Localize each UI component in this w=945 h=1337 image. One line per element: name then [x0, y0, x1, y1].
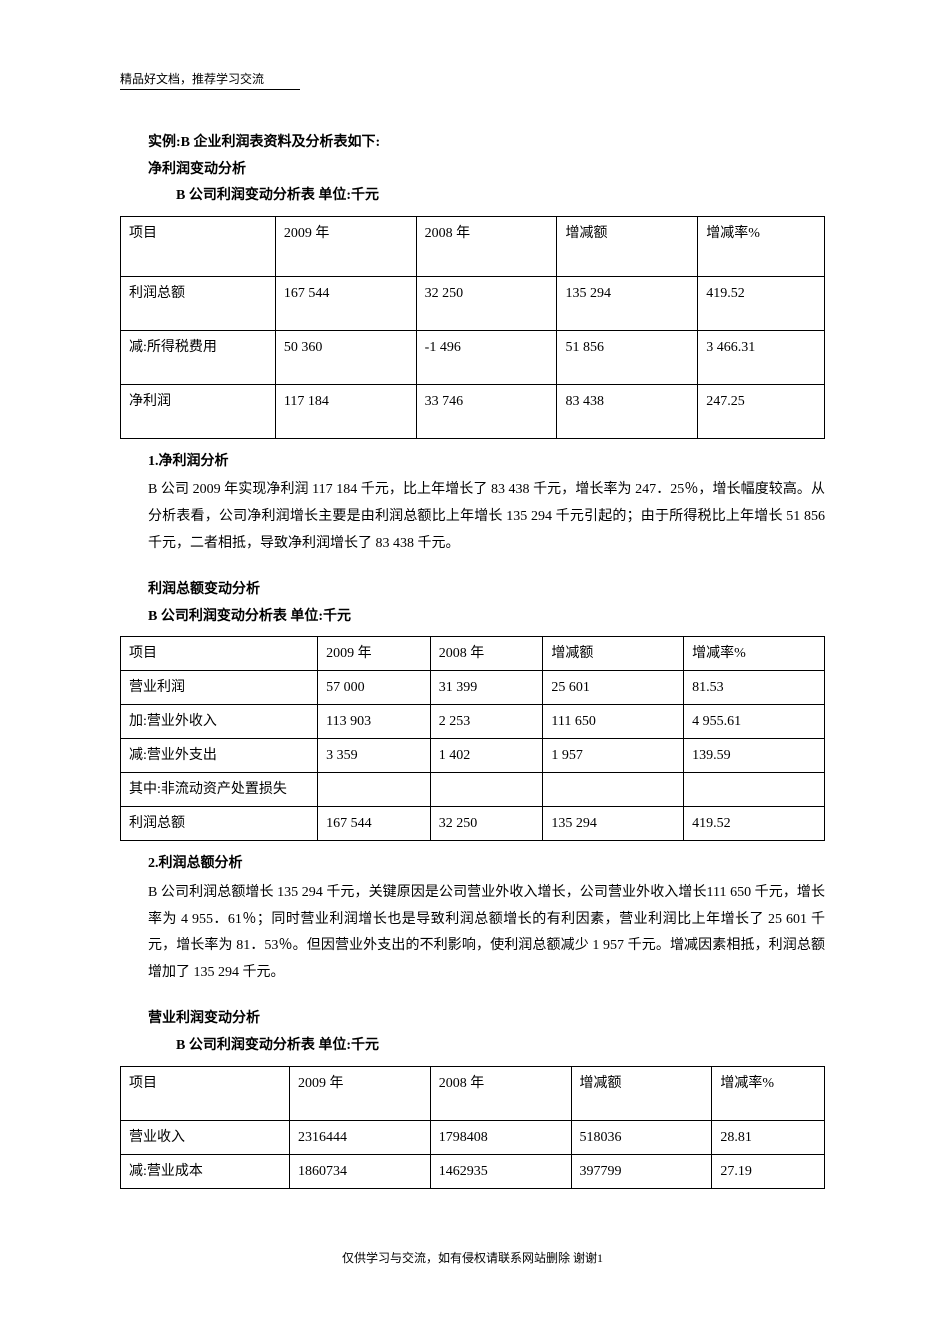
cell: 419.52 — [698, 276, 825, 330]
cell — [543, 773, 684, 807]
cell: 518036 — [571, 1120, 712, 1154]
cell: 1 402 — [430, 739, 543, 773]
doc-header: 精品好文档，推荐学习交流 — [120, 70, 300, 90]
cell: 减:营业成本 — [121, 1154, 290, 1188]
table-operating-profit: 项目 2009 年 2008 年 增减额 增减率% 营业收入 2316444 1… — [120, 1066, 825, 1189]
cell: 31 399 — [430, 671, 543, 705]
section2-title: 利润总额变动分析 — [148, 577, 825, 604]
cell: 利润总额 — [121, 276, 276, 330]
cell: 1860734 — [289, 1154, 430, 1188]
cell: 33 746 — [416, 384, 557, 438]
document-page: 精品好文档，推荐学习交流 实例:B 企业利润表资料及分析表如下: 净利润变动分析… — [0, 0, 945, 1306]
analysis1-body: B 公司 2009 年实现净利润 117 184 千元，比上年增长了 83 43… — [148, 477, 825, 557]
cell: 57 000 — [318, 671, 431, 705]
cell: 117 184 — [275, 384, 416, 438]
cell: 2 253 — [430, 705, 543, 739]
table-header-row: 项目 2009 年 2008 年 增减额 增减率% — [121, 637, 825, 671]
cell: -1 496 — [416, 330, 557, 384]
cell: 25 601 — [543, 671, 684, 705]
cell — [318, 773, 431, 807]
cell: 其中:非流动资产处置损失 — [121, 773, 318, 807]
cell: 1 957 — [543, 739, 684, 773]
col-header: 增减额 — [543, 637, 684, 671]
table-total-profit: 项目 2009 年 2008 年 增减额 增减率% 营业利润 57 000 31… — [120, 636, 825, 841]
cell: 减:营业外支出 — [121, 739, 318, 773]
cell: 167 544 — [318, 807, 431, 841]
col-header: 项目 — [121, 216, 276, 276]
col-header: 增减率% — [698, 216, 825, 276]
col-header: 项目 — [121, 637, 318, 671]
table-row: 减:营业外支出 3 359 1 402 1 957 139.59 — [121, 739, 825, 773]
cell: 32 250 — [430, 807, 543, 841]
intro-line: 实例:B 企业利润表资料及分析表如下: — [148, 130, 825, 157]
table2-caption: B 公司利润变动分析表 单位:千元 — [148, 604, 825, 631]
table3-caption: B 公司利润变动分析表 单位:千元 — [176, 1033, 825, 1060]
cell: 加:营业外收入 — [121, 705, 318, 739]
cell: 净利润 — [121, 384, 276, 438]
table-row: 加:营业外收入 113 903 2 253 111 650 4 955.61 — [121, 705, 825, 739]
table-row: 营业利润 57 000 31 399 25 601 81.53 — [121, 671, 825, 705]
section3-title: 营业利润变动分析 — [148, 1006, 825, 1033]
table-row: 营业收入 2316444 1798408 518036 28.81 — [121, 1120, 825, 1154]
col-header: 增减率% — [684, 637, 825, 671]
table-row: 利润总额 167 544 32 250 135 294 419.52 — [121, 807, 825, 841]
cell — [684, 773, 825, 807]
col-header: 增减额 — [571, 1066, 712, 1120]
col-header: 2008 年 — [430, 1066, 571, 1120]
cell: 83 438 — [557, 384, 698, 438]
cell: 3 466.31 — [698, 330, 825, 384]
cell: 利润总额 — [121, 807, 318, 841]
col-header: 2008 年 — [416, 216, 557, 276]
cell: 419.52 — [684, 807, 825, 841]
cell: 营业收入 — [121, 1120, 290, 1154]
cell: 1462935 — [430, 1154, 571, 1188]
cell: 2316444 — [289, 1120, 430, 1154]
col-header: 2009 年 — [318, 637, 431, 671]
table-header-row: 项目 2009 年 2008 年 增减额 增减率% — [121, 1066, 825, 1120]
col-header: 项目 — [121, 1066, 290, 1120]
section1-title: 净利润变动分析 — [148, 157, 825, 184]
col-header: 2009 年 — [289, 1066, 430, 1120]
cell: 减:所得税费用 — [121, 330, 276, 384]
table-row: 减:所得税费用 50 360 -1 496 51 856 3 466.31 — [121, 330, 825, 384]
cell: 28.81 — [712, 1120, 825, 1154]
table-row: 其中:非流动资产处置损失 — [121, 773, 825, 807]
cell: 111 650 — [543, 705, 684, 739]
cell: 397799 — [571, 1154, 712, 1188]
cell: 营业利润 — [121, 671, 318, 705]
cell: 81.53 — [684, 671, 825, 705]
cell: 135 294 — [543, 807, 684, 841]
cell — [430, 773, 543, 807]
cell: 167 544 — [275, 276, 416, 330]
cell: 113 903 — [318, 705, 431, 739]
table1-caption: B 公司利润变动分析表 单位:千元 — [176, 183, 825, 210]
cell: 32 250 — [416, 276, 557, 330]
table-row: 减:营业成本 1860734 1462935 397799 27.19 — [121, 1154, 825, 1188]
analysis2-heading: 2.利润总额分析 — [148, 851, 825, 878]
analysis2-body: B 公司利润总额增长 135 294 千元，关键原因是公司营业外收入增长，公司营… — [148, 880, 825, 986]
cell: 27.19 — [712, 1154, 825, 1188]
cell: 50 360 — [275, 330, 416, 384]
col-header: 2008 年 — [430, 637, 543, 671]
col-header: 增减额 — [557, 216, 698, 276]
col-header: 增减率% — [712, 1066, 825, 1120]
table-net-profit: 项目 2009 年 2008 年 增减额 增减率% 利润总额 167 544 3… — [120, 216, 825, 439]
cell: 139.59 — [684, 739, 825, 773]
table-row: 净利润 117 184 33 746 83 438 247.25 — [121, 384, 825, 438]
cell: 135 294 — [557, 276, 698, 330]
cell: 3 359 — [318, 739, 431, 773]
analysis1-heading: 1.净利润分析 — [148, 449, 825, 476]
doc-footer: 仅供学习与交流，如有侵权请联系网站删除 谢谢1 — [120, 1249, 825, 1266]
cell: 247.25 — [698, 384, 825, 438]
cell: 4 955.61 — [684, 705, 825, 739]
table-header-row: 项目 2009 年 2008 年 增减额 增减率% — [121, 216, 825, 276]
col-header: 2009 年 — [275, 216, 416, 276]
cell: 51 856 — [557, 330, 698, 384]
table-row: 利润总额 167 544 32 250 135 294 419.52 — [121, 276, 825, 330]
cell: 1798408 — [430, 1120, 571, 1154]
